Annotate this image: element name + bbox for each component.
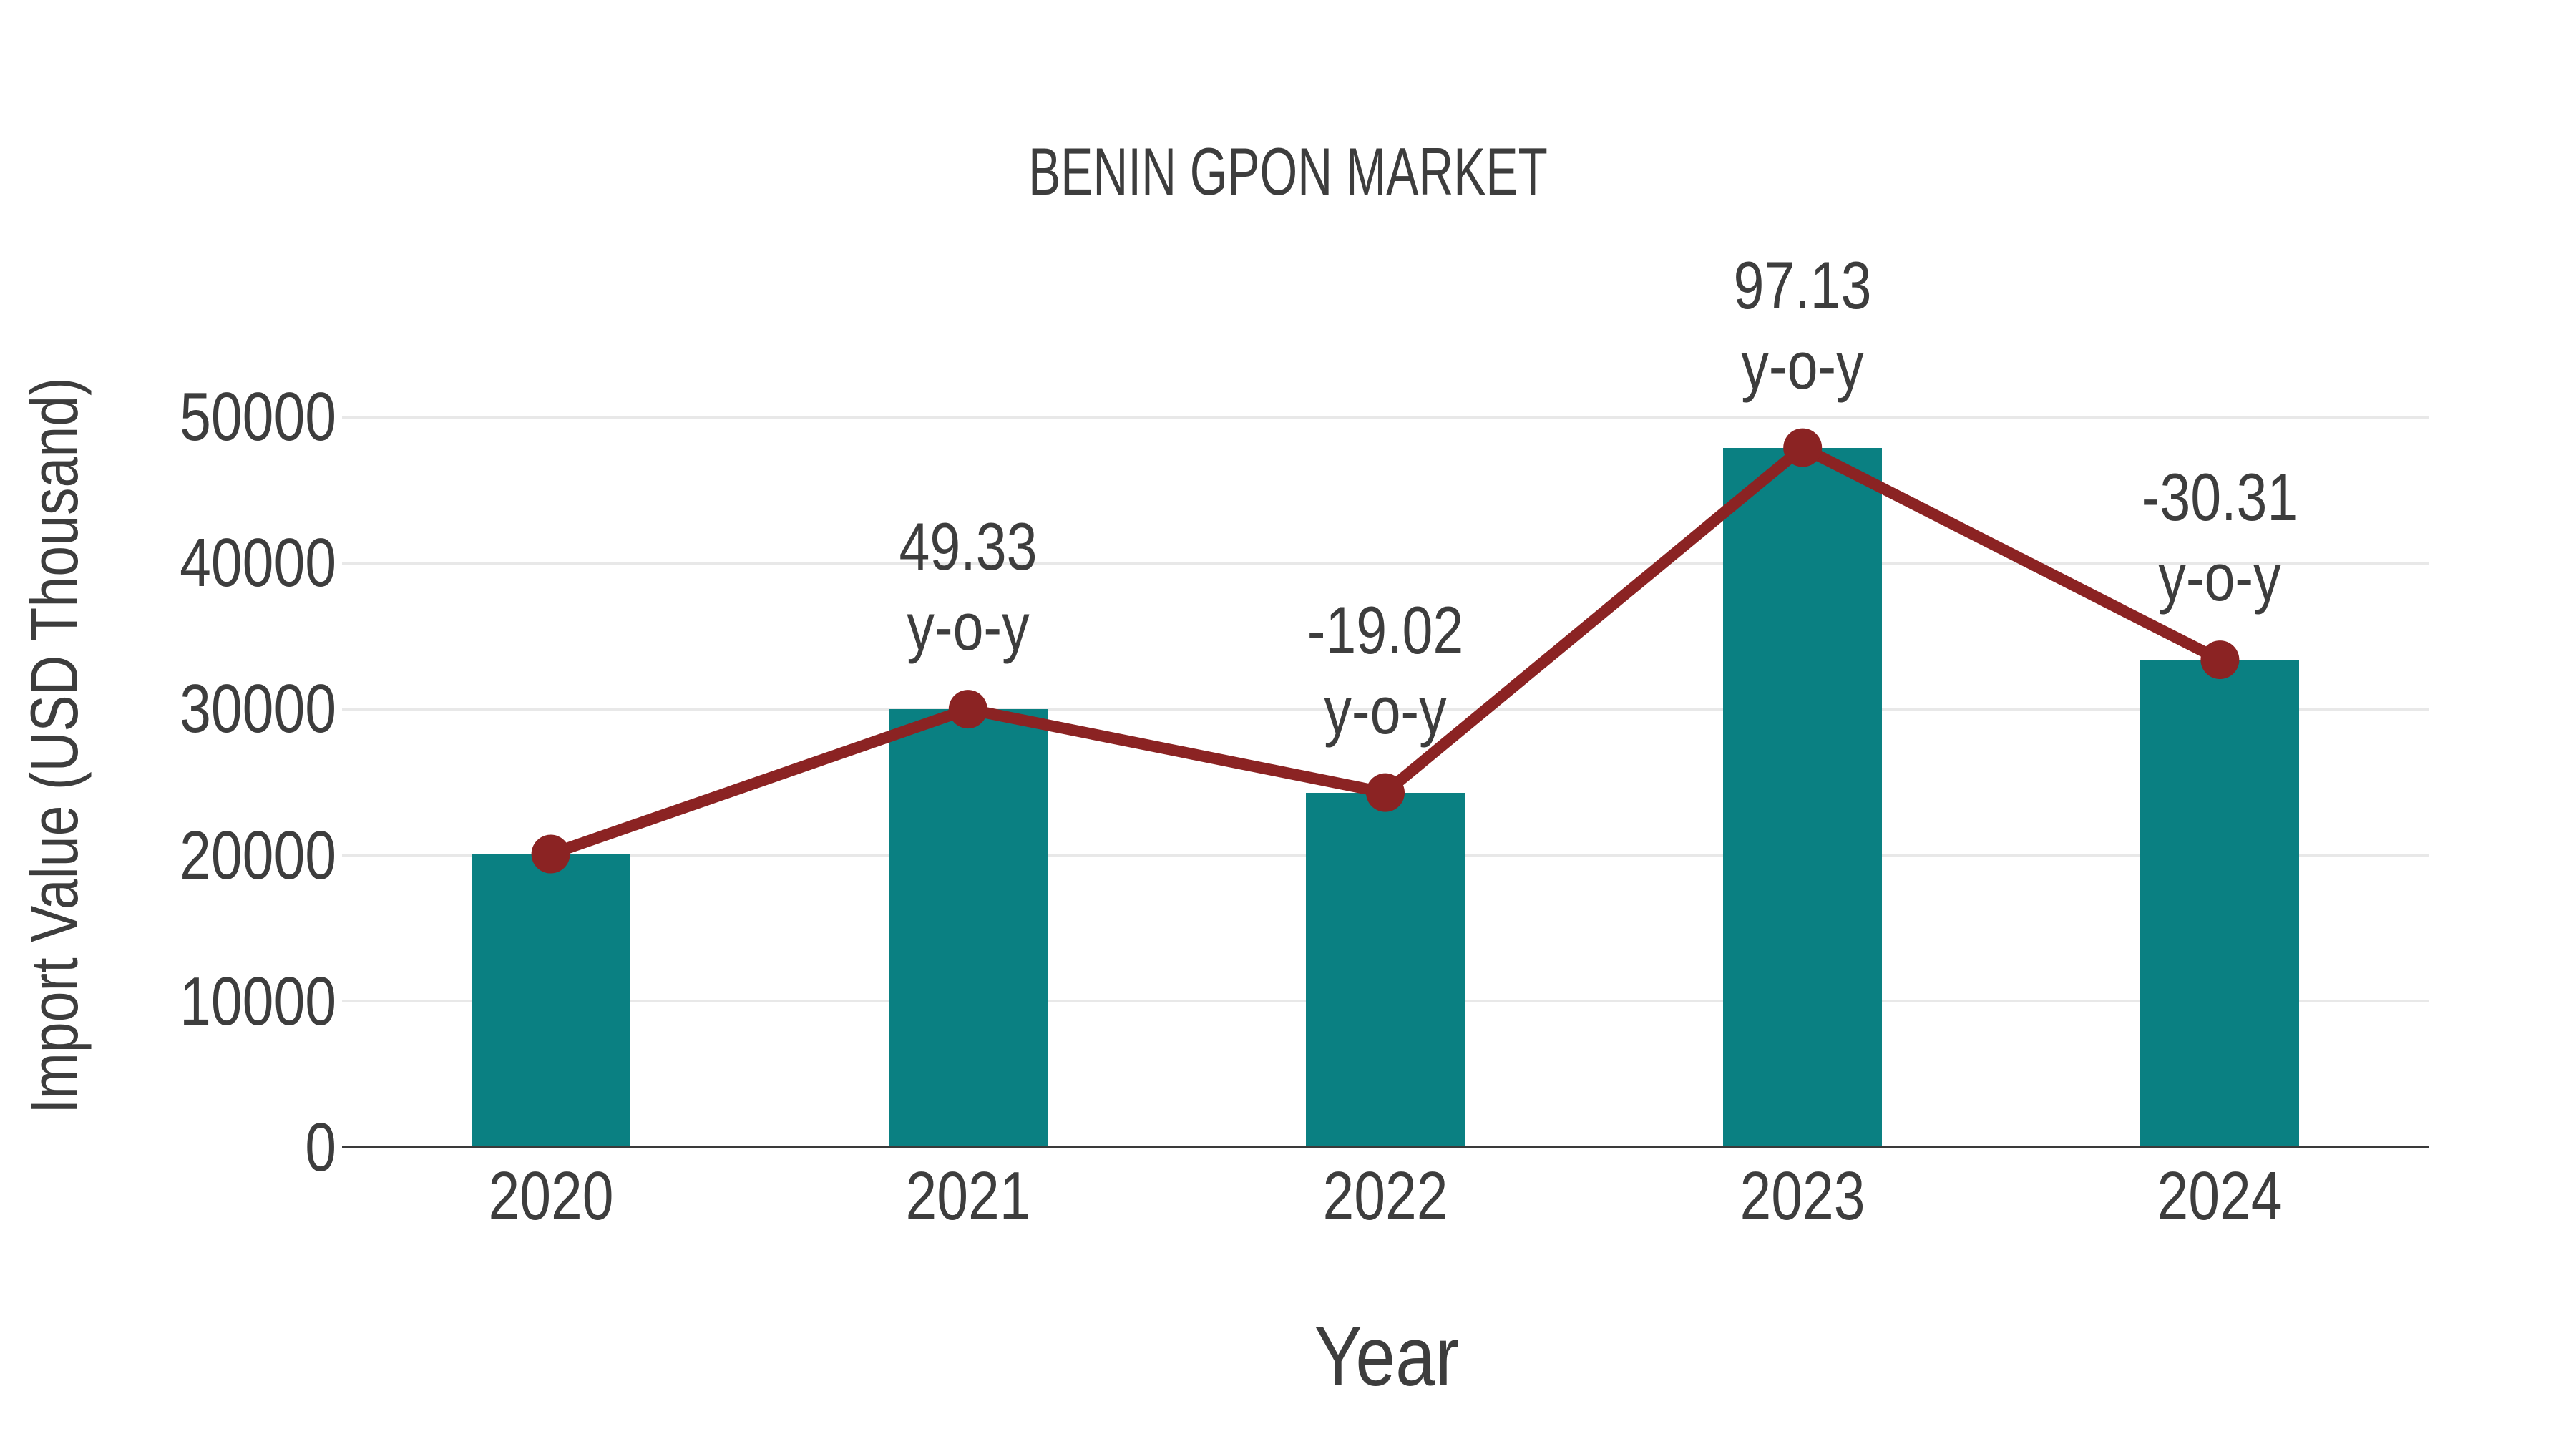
annotation-2024: -30.31 y-o-y [2142,457,2298,618]
annotation-value: -30.31 [2142,459,2298,535]
annotation-value: -19.02 [1307,592,1464,668]
chart-title: BENIN GPON MARKET [0,133,2576,210]
bar-2021 [888,709,1048,1148]
y-tick-label-10000: 10000 [180,962,336,1040]
x-axis-line [342,1146,2429,1148]
chart-title-text: BENIN GPON MARKET [1028,134,1548,209]
x-tick-label-2021: 2021 [905,1158,1031,1234]
x-tick-label-2023: 2023 [1740,1158,1865,1234]
bar-2023 [1723,447,1883,1148]
gridline-50000 [342,416,2429,419]
x-tick-label-2022: 2022 [1322,1158,1448,1234]
annotation-unit: y-o-y [2158,540,2282,615]
annotation-2021: 49.33 y-o-y [899,507,1037,667]
y-tick-label-0: 0 [305,1109,336,1186]
y-tick-label-20000: 20000 [180,816,336,894]
x-axis-title: Year [1314,1309,1460,1404]
bar-2020 [471,854,630,1148]
annotation-value: 49.33 [899,509,1038,585]
annotation-unit: y-o-y [1324,672,1447,748]
y-tick-label-50000: 50000 [180,379,336,455]
annotation-2023: 97.13 y-o-y [1734,245,1872,406]
annotation-unit: y-o-y [907,589,1030,665]
y-tick-label-40000: 40000 [180,525,336,602]
y-tick-label-30000: 30000 [180,670,336,748]
x-tick-label-2020: 2020 [488,1158,614,1234]
bar-2022 [1306,792,1465,1148]
annotation-unit: y-o-y [1741,327,1864,403]
gridline-40000 [342,562,2429,565]
x-tick-label-2024: 2024 [2157,1158,2283,1234]
annotation-2022: -19.02 y-o-y [1307,590,1464,751]
bar-2024 [2140,660,2300,1148]
annotation-value: 97.13 [1733,247,1872,323]
